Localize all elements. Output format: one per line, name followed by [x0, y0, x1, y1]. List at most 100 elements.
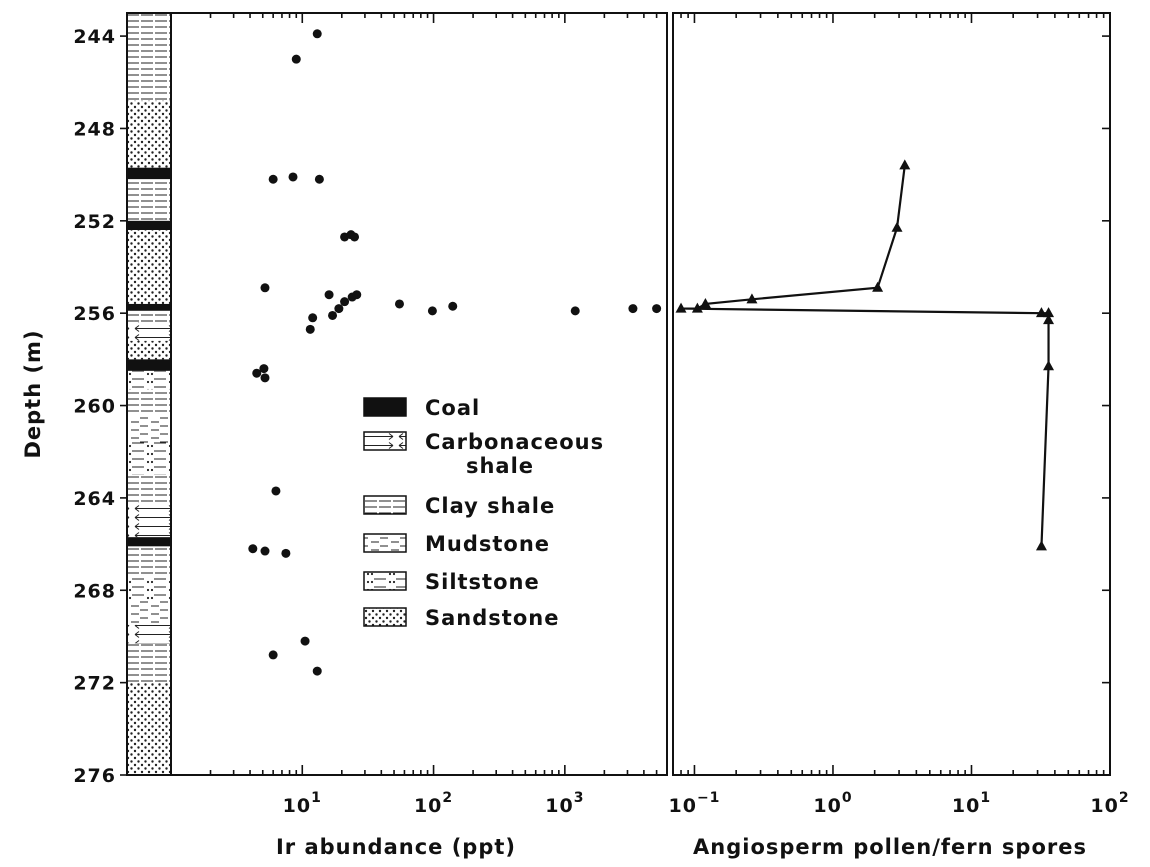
ratio-data-point: [675, 302, 687, 313]
ir-data-point: [300, 636, 310, 646]
y-tick-label: 276: [73, 765, 116, 787]
legend-label: Mudstone: [425, 532, 550, 556]
ir-data-point: [427, 306, 437, 316]
lithology-column: [127, 13, 171, 775]
ir-data-point: [350, 232, 360, 242]
lithology-bed-sand: [127, 230, 171, 304]
y-tick-label: 272: [73, 673, 116, 695]
lithology-bed-clay: [127, 13, 171, 101]
lithology-bed-silt: [127, 576, 171, 600]
lithology-bed-clay: [127, 179, 171, 221]
ratio-axis-ticks: [1102, 35, 1110, 776]
ratio-data-point: [891, 221, 903, 232]
lithology-bed-sand: [127, 100, 171, 168]
ir-data-point: [340, 297, 350, 307]
ratio-panel: 10−1 100 101 102 Angiosperm pollen/fern spo…: [668, 12, 1129, 859]
ir-data-point: [268, 650, 278, 660]
ratio-x-axis-title: Angiosperm pollen/fern spores: [693, 835, 1087, 859]
legend-label-cont: shale: [466, 454, 534, 478]
ratio-x-tick-label: 100: [813, 790, 852, 817]
y-tick-label: 248: [73, 118, 116, 140]
ir-x-tick-label: 103: [545, 790, 584, 817]
ir-data-point: [652, 304, 662, 314]
ir-data-point: [394, 299, 404, 309]
legend-label: Clay shale: [425, 494, 555, 518]
y-axis-title: Depth (m): [21, 329, 45, 458]
legend-label: Coal: [425, 396, 480, 420]
legend-swatch-coal: [363, 397, 407, 417]
ir-data-point: [260, 373, 270, 383]
ir-data-point: [312, 666, 322, 676]
lithology-bed-clay: [127, 546, 171, 577]
lithology-bed-silt: [127, 370, 171, 390]
ir-data-point: [324, 290, 334, 300]
ratio-data-point: [691, 302, 703, 313]
ratio-x-axis: 10−1 100 101 102: [668, 13, 1129, 817]
ir-panel: 244 248 252 256 260 264 268 272 276 101 102 103 De…: [21, 12, 668, 859]
ir-data-point: [334, 304, 344, 314]
ir-data-point: [288, 172, 298, 182]
y-tick-label: 252: [73, 211, 116, 233]
ir-x-axis: 101 102 103: [170, 13, 668, 817]
lithology-bed-mud: [127, 414, 171, 443]
legend-swatch-sand: [363, 607, 407, 627]
lithology-bed-clay: [127, 643, 171, 683]
lithology-bed-coal: [127, 220, 171, 231]
y-tick-label: 264: [73, 488, 116, 510]
ir-data-point: [268, 174, 278, 184]
ir-data-point: [570, 306, 580, 316]
lithology-bed-carbonaceous: [127, 502, 171, 538]
ir-data-point: [308, 313, 318, 323]
ir-x-tick-label: 101: [283, 790, 322, 817]
ir-data-point: [252, 368, 262, 378]
lithology-bed-clay: [127, 474, 171, 503]
ratio-data-point: [1035, 540, 1047, 551]
lithology-bed-silt: [127, 442, 171, 475]
ir-data-point: [291, 54, 301, 64]
ratio-data-point: [746, 293, 758, 304]
ir-data-point: [271, 486, 281, 496]
ir-data-point: [305, 324, 315, 334]
ir-data-point: [259, 364, 269, 374]
ir-data-point: [312, 29, 322, 39]
ratio-data-point: [872, 281, 884, 292]
ratio-data-point: [899, 159, 911, 170]
lithology-bed-coal: [127, 167, 171, 180]
ratio-x-tick-label: 101: [952, 790, 991, 817]
lithology-bed-sand: [127, 340, 171, 360]
ir-data-point: [314, 174, 324, 184]
ratio-data-point: [1035, 307, 1047, 318]
ratio-data-point: [1043, 314, 1055, 325]
legend-label: Carbonaceous: [425, 430, 604, 454]
y-tick-label: 260: [73, 396, 116, 418]
ir-data-point: [352, 290, 362, 300]
legend-swatch-silt: [363, 571, 407, 591]
legend-swatch-carbonaceous: [363, 431, 407, 451]
ratio-data-point: [699, 297, 711, 308]
ir-data-point: [281, 548, 291, 558]
ir-x-tick-label: 102: [414, 790, 453, 817]
ir-data-point: [448, 301, 458, 311]
ratio-plot-frame: [672, 12, 1111, 776]
ratio-series-line: [681, 165, 1050, 547]
ir-data-point: [248, 544, 258, 554]
ir-data-point: [260, 283, 270, 293]
y-tick-label: 256: [73, 303, 116, 325]
lithology-bed-clay: [127, 389, 171, 415]
lithology-bed-sand: [127, 682, 171, 775]
lithology-bed-carbonaceous: [127, 624, 171, 644]
ratio-x-tick-label: 10−1: [668, 790, 720, 817]
ratio-data-point: [1043, 360, 1055, 371]
lithology-bed-carbonaceous: [127, 322, 171, 341]
lithology-bed-coal: [127, 537, 171, 547]
lithology-bed-coal: [127, 359, 171, 371]
y-tick-label: 244: [73, 26, 116, 48]
ratio-x-tick-label: 102: [1090, 790, 1129, 817]
ir-plot-frame: [170, 12, 668, 776]
ir-data-point: [628, 304, 638, 314]
legend-swatch-clay: [363, 495, 407, 515]
y-tick-label: 268: [73, 580, 116, 602]
ratio-data-line: [675, 159, 1055, 551]
